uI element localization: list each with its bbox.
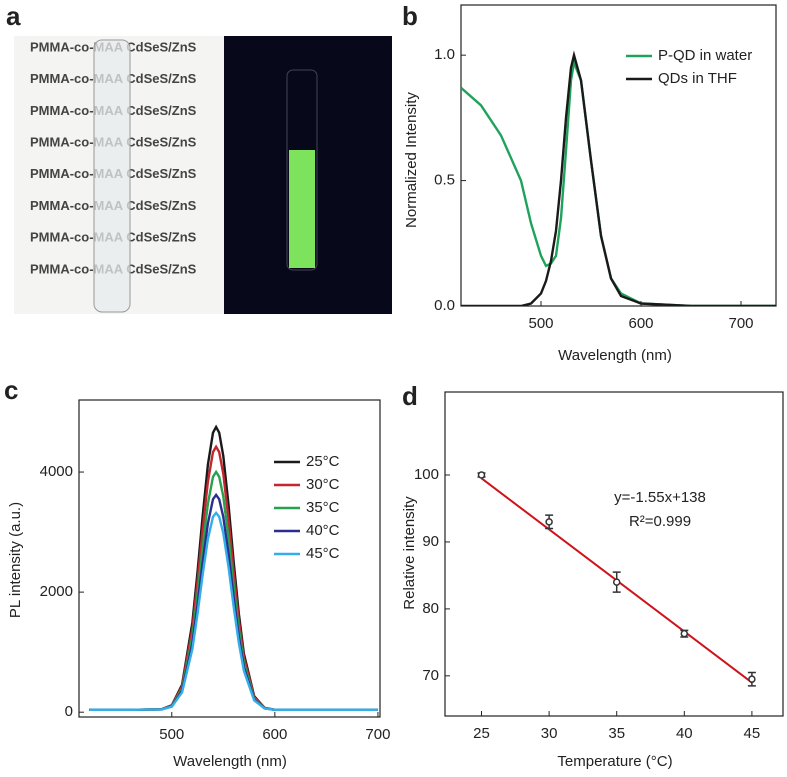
line <box>89 510 378 711</box>
x-axis-title: Wavelength (nm) <box>558 347 672 364</box>
point <box>612 578 621 586</box>
y-tick-label: 1.0 <box>434 46 455 63</box>
y-tick-label: 0 <box>65 703 73 720</box>
panel-label: c <box>4 375 18 405</box>
x-tick-label: 600 <box>628 315 653 332</box>
legend-label: 45°C <box>306 545 340 562</box>
x-tick-label: 30 <box>541 725 558 742</box>
vial <box>93 39 131 313</box>
point <box>748 675 756 683</box>
y-tick-label: 0.0 <box>434 297 455 314</box>
panel-label: a <box>6 1 21 31</box>
point <box>545 518 553 526</box>
y-tick-label: 80 <box>422 600 439 617</box>
plot-frame <box>460 4 777 307</box>
panel-label: b <box>402 1 418 31</box>
x-tick-label: 700 <box>365 726 390 743</box>
y-tick-label: 4000 <box>40 463 73 480</box>
x-tick-label: 700 <box>728 315 753 332</box>
annotation: y=-1.55x+138 <box>614 489 706 506</box>
y-tick-label: 0.5 <box>434 172 455 189</box>
legend-label: P-QD in water <box>658 47 752 64</box>
x-tick-label: 500 <box>159 726 184 743</box>
x-tick-label: 25 <box>473 725 490 742</box>
y-axis-title: PL intensity (a.u.) <box>7 502 24 618</box>
legend-label: QDs in THF <box>658 70 737 87</box>
vial-uv <box>286 69 318 271</box>
y-tick-label: 100 <box>414 466 439 483</box>
x-tick-label: 40 <box>676 725 693 742</box>
y-axis-title: Relative intensity <box>401 496 418 610</box>
y-tick-label: 70 <box>422 667 439 684</box>
legend-label: 25°C <box>306 453 340 470</box>
plot-frame <box>444 391 784 717</box>
plot-frame <box>78 399 381 718</box>
x-tick-label: 600 <box>262 726 287 743</box>
x-axis-title: Wavelength (nm) <box>173 753 287 770</box>
point <box>477 471 486 479</box>
legend-label: 30°C <box>306 476 340 493</box>
x-tick-label: 45 <box>744 725 761 742</box>
legend-label: 40°C <box>306 522 340 539</box>
x-tick-label: 35 <box>608 725 625 742</box>
legend-label: 35°C <box>306 499 340 516</box>
glow <box>289 150 315 268</box>
panel-label: d <box>402 381 418 411</box>
annotation: R²=0.999 <box>629 513 691 530</box>
y-axis-title: Normalized Intensity <box>403 92 420 228</box>
line <box>461 58 776 306</box>
y-tick-label: 2000 <box>40 583 73 600</box>
x-tick-label: 500 <box>528 315 553 332</box>
point <box>680 629 689 638</box>
y-tick-label: 90 <box>422 533 439 550</box>
x-axis-title: Temperature (°C) <box>557 753 672 770</box>
line <box>461 50 776 306</box>
